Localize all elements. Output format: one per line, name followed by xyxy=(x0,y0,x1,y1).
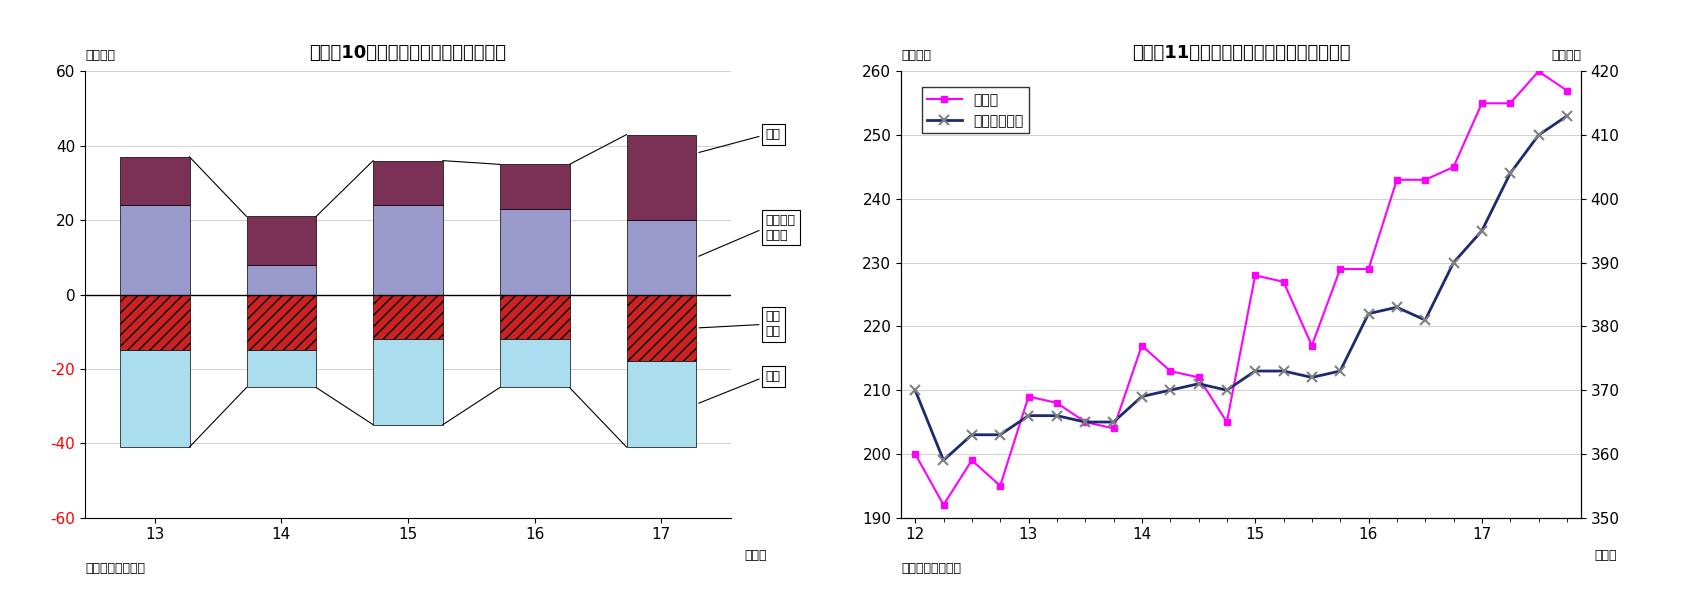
借入（右軸） xyxy=(1074,418,1095,425)
Bar xyxy=(374,339,442,425)
Text: （兆円）: （兆円） xyxy=(901,49,932,62)
Text: 民間非金
融法人: 民間非金 融法人 xyxy=(699,214,796,256)
現預金 xyxy=(1443,164,1464,171)
Bar xyxy=(246,217,316,265)
Bar xyxy=(627,295,697,361)
借入（右軸） xyxy=(1188,380,1209,387)
借入（右軸） xyxy=(1499,170,1520,177)
現預金 xyxy=(1018,393,1039,400)
Line: 現預金: 現預金 xyxy=(911,68,1571,508)
現預金 xyxy=(1414,176,1435,183)
Text: （資料）日本銀行: （資料）日本銀行 xyxy=(901,562,960,575)
Bar xyxy=(500,339,570,387)
Bar xyxy=(246,295,316,350)
借入（右軸） xyxy=(933,457,954,464)
借入（右軸） xyxy=(1217,387,1238,394)
Bar xyxy=(500,209,570,295)
現預金 xyxy=(1329,265,1350,273)
借入（右軸） xyxy=(1273,368,1294,375)
現預金 xyxy=(1557,87,1578,94)
借入（右軸） xyxy=(904,387,925,394)
借入（右軸） xyxy=(1387,303,1408,311)
借入（右軸） xyxy=(1557,112,1578,120)
Bar xyxy=(500,164,570,209)
Bar xyxy=(119,157,189,205)
借入（右軸） xyxy=(1159,387,1180,394)
Text: 海外: 海外 xyxy=(699,370,780,403)
現預金 xyxy=(1499,100,1520,107)
借入（右軸） xyxy=(1443,259,1464,266)
Bar xyxy=(627,220,697,295)
Bar xyxy=(374,161,442,205)
現預金 xyxy=(933,502,954,509)
Text: （兆円）: （兆円） xyxy=(1550,49,1581,62)
借入（右軸） xyxy=(1472,227,1493,234)
現預金 xyxy=(1528,68,1549,75)
Bar xyxy=(246,350,316,387)
Title: （図表10）部門別資金過不足（暦年）: （図表10）部門別資金過不足（暦年） xyxy=(309,43,507,61)
現預金 xyxy=(1188,374,1209,381)
現預金 xyxy=(904,450,925,458)
現預金 xyxy=(1159,368,1180,375)
借入（右軸） xyxy=(1528,131,1549,139)
借入（右軸） xyxy=(962,431,983,439)
借入（右軸） xyxy=(989,431,1010,439)
現預金 xyxy=(1358,265,1379,273)
Text: 一般
政府: 一般 政府 xyxy=(699,310,780,339)
借入（右軸） xyxy=(1414,317,1435,324)
Title: （図表11）民間非金融法人の現預金・借入: （図表11）民間非金融法人の現預金・借入 xyxy=(1132,43,1350,61)
Text: （兆円）: （兆円） xyxy=(85,49,116,62)
借入（右軸） xyxy=(1302,374,1323,381)
Text: 家計: 家計 xyxy=(699,128,780,152)
現預金 xyxy=(1047,399,1068,406)
Bar xyxy=(627,134,697,220)
Legend: 現預金, 借入（右軸）: 現預金, 借入（右軸） xyxy=(921,87,1028,133)
Bar xyxy=(627,361,697,447)
現預金 xyxy=(1387,176,1408,183)
Bar xyxy=(246,265,316,295)
現預金 xyxy=(1472,100,1493,107)
現預金 xyxy=(1103,425,1124,432)
現預金 xyxy=(989,482,1010,489)
現預金 xyxy=(1244,272,1265,279)
現預金 xyxy=(1074,418,1095,425)
借入（右軸） xyxy=(1132,393,1153,400)
Text: （資料）日本銀行: （資料）日本銀行 xyxy=(85,562,144,575)
借入（右軸） xyxy=(1358,310,1379,317)
現預金 xyxy=(1302,342,1323,349)
借入（右軸） xyxy=(1047,412,1068,419)
Text: （年）: （年） xyxy=(745,549,767,562)
借入（右軸） xyxy=(1018,412,1039,419)
現預金 xyxy=(962,457,983,464)
現預金 xyxy=(1217,418,1238,425)
Bar xyxy=(374,295,442,339)
Bar xyxy=(374,205,442,295)
Line: 借入（右軸）: 借入（右軸） xyxy=(910,111,1572,465)
現預金 xyxy=(1273,278,1294,286)
Bar xyxy=(119,350,189,447)
Bar xyxy=(119,295,189,350)
Bar xyxy=(119,205,189,295)
借入（右軸） xyxy=(1329,368,1350,375)
Bar xyxy=(500,295,570,339)
Text: （年）: （年） xyxy=(1595,549,1617,562)
借入（右軸） xyxy=(1244,368,1265,375)
現預金 xyxy=(1132,342,1153,349)
借入（右軸） xyxy=(1103,418,1124,425)
